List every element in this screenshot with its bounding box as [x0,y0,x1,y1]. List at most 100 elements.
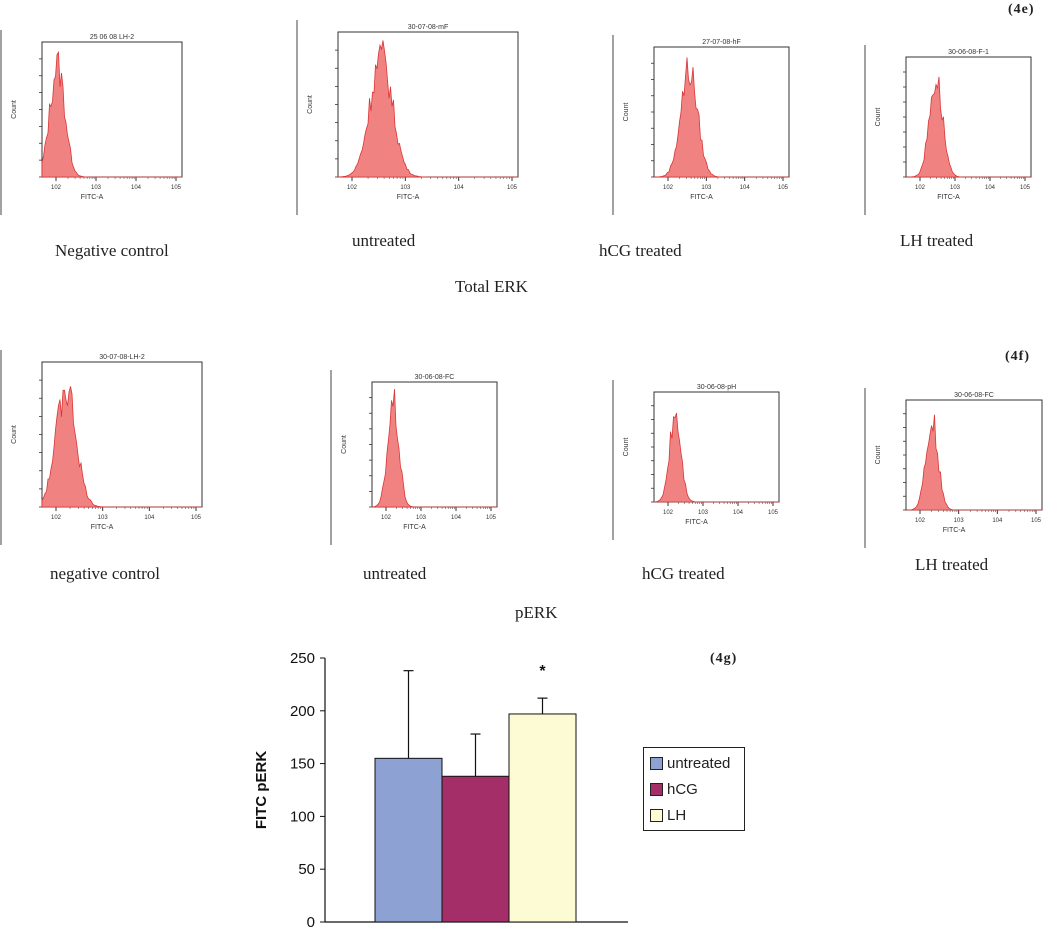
histogram-y-label: Count [307,95,314,114]
histogram-x-tick-label: 103 [98,515,109,521]
histogram-x-tick-label: 104 [131,185,142,191]
legend-swatch-untreated [650,756,663,770]
histogram-x-label: FITC-A [81,194,104,201]
histogram-fill [41,51,182,178]
histogram-x-tick-label: 104 [451,515,462,521]
histogram-y-label: Count [341,435,348,454]
histogram-x-tick-label: 105 [768,510,779,516]
histogram-x-tick-label: 102 [915,518,926,524]
legend-label-untreated: untreated [667,754,731,772]
caption-e-2: hCG treated [599,241,682,260]
chart-legend: untreated hCG LH [643,747,745,831]
histogram-x-label: FITC-A [937,194,960,201]
histogram-file-label: 30-06-08-pH [697,384,736,391]
histogram-x-tick-label: 105 [191,515,202,521]
panel-f-title: pERK [515,603,558,622]
histogram-fill [654,57,789,178]
bar-hcg [441,775,510,923]
histogram-fill [41,386,202,508]
y-tick-label: 50 [298,861,315,878]
histogram-file-label: 30-07-08-mF [408,24,448,31]
histogram-x-tick-label: 104 [985,185,996,191]
histogram-x-tick-label: 102 [51,515,62,521]
histogram-y-label: Count [875,108,882,127]
histogram-x-tick-label: 103 [701,185,712,191]
histogram-x-tick-label: 103 [698,510,709,516]
panel-tag-g: (4g) [710,651,738,666]
legend-label-hcg: hCG [667,780,698,798]
histogram-file-label: 30-06-08-F-1 [948,49,989,56]
bar-chart: 0 50 100 150 200 250 FITC pERK * [253,650,628,930]
histogram-file-label: 25 06 08 LH-2 [90,34,134,41]
histogram-e-1: 30-07-08-mF Count FITC-A 102 103 104 105 [296,20,519,215]
panel-e-title: Total ERK [455,277,528,296]
y-tick-label: 150 [290,756,315,773]
histogram-fill [337,40,518,178]
histogram-x-tick-label: 105 [778,185,789,191]
histogram-x-tick-label: 103 [954,518,965,524]
histogram-y-label: Count [623,103,630,122]
histogram-x-label: FITC-A [690,194,713,201]
histogram-x-tick-label: 102 [381,515,392,521]
histogram-fill [906,76,1031,178]
histogram-x-tick-label: 105 [507,185,518,191]
caption-f-0: negative control [50,564,160,583]
histogram-y-label: Count [11,100,18,119]
y-tick-label: 250 [290,650,315,667]
histogram-x-label: FITC-A [397,194,420,201]
histogram-e-0: 25 06 08 LH-2 Count FITC-A 102 103 104 105 [0,30,183,215]
legend-item-untreated: untreated [650,753,730,773]
significance-marker: * [539,663,546,680]
histogram-x-label: FITC-A [943,527,966,534]
caption-f-3: LH treated [915,555,989,574]
histogram-x-tick-label: 104 [454,185,465,191]
caption-f-2: hCG treated [642,564,725,583]
histogram-x-tick-label: 103 [950,185,961,191]
histogram-x-tick-label: 104 [144,515,155,521]
caption-f-1: untreated [363,564,427,583]
histogram-x-tick-label: 105 [171,185,182,191]
legend-item-lh: LH [650,805,686,825]
bar-untreated [374,757,443,923]
histogram-f-2: 30-06-08-pH Count FITC-A 102 103 104 105 [612,380,780,540]
histogram-x-tick-label: 104 [733,510,744,516]
y-tick-label: 100 [290,808,315,825]
caption-e-0: Negative control [55,241,169,260]
panel-tag-f: (4f) [1005,349,1030,364]
histogram-file-label: 30-06-08-FC [954,392,994,399]
y-tick-label: 200 [290,703,315,720]
histogram-file-label: 27-07-08-hF [702,39,741,46]
bar-lh [508,713,577,923]
caption-e-1: untreated [352,231,416,250]
histogram-x-tick-label: 103 [400,185,411,191]
histogram-x-tick-label: 105 [486,515,497,521]
legend-item-hcg: hCG [650,779,698,799]
legend-swatch-lh [650,808,663,822]
histogram-f-1: 30-06-08-FC Count FITC-A 102 103 104 105 [330,370,498,545]
histogram-file-label: 30-06-08-FC [415,374,455,381]
histogram-fill [906,414,1042,511]
y-tick-label: 0 [307,914,315,930]
histogram-x-tick-label: 102 [915,185,926,191]
histogram-e-2: 27-07-08-hF Count FITC-A 102 103 104 105 [612,35,790,215]
histogram-y-label: Count [875,446,882,465]
histogram-x-tick-label: 105 [1020,185,1031,191]
histogram-y-label: Count [623,438,630,457]
histogram-f-3: 30-06-08-FC Count FITC-A 102 103 104 105 [864,388,1043,548]
histogram-x-tick-label: 105 [1031,518,1042,524]
histogram-x-tick-label: 104 [740,185,751,191]
panel-tag-e: (4e) [1008,2,1035,17]
histogram-x-tick-label: 103 [416,515,427,521]
histogram-x-tick-label: 102 [663,185,674,191]
legend-label-lh: LH [667,806,687,824]
histogram-x-tick-label: 104 [992,518,1003,524]
histogram-x-tick-label: 102 [51,185,62,191]
y-axis-label: FITC pERK [253,751,270,829]
histogram-x-tick-label: 102 [663,510,674,516]
histogram-y-label: Count [11,425,18,444]
histogram-x-label: FITC-A [403,524,426,531]
histogram-x-tick-label: 103 [91,185,102,191]
legend-swatch-hcg [650,782,663,796]
histogram-f-0: 30-07-08-LH-2 Count FITC-A 102 103 104 105 [0,350,203,545]
histogram-e-3: 30-06-08-F-1 Count FITC-A 102 103 104 105 [864,45,1032,215]
